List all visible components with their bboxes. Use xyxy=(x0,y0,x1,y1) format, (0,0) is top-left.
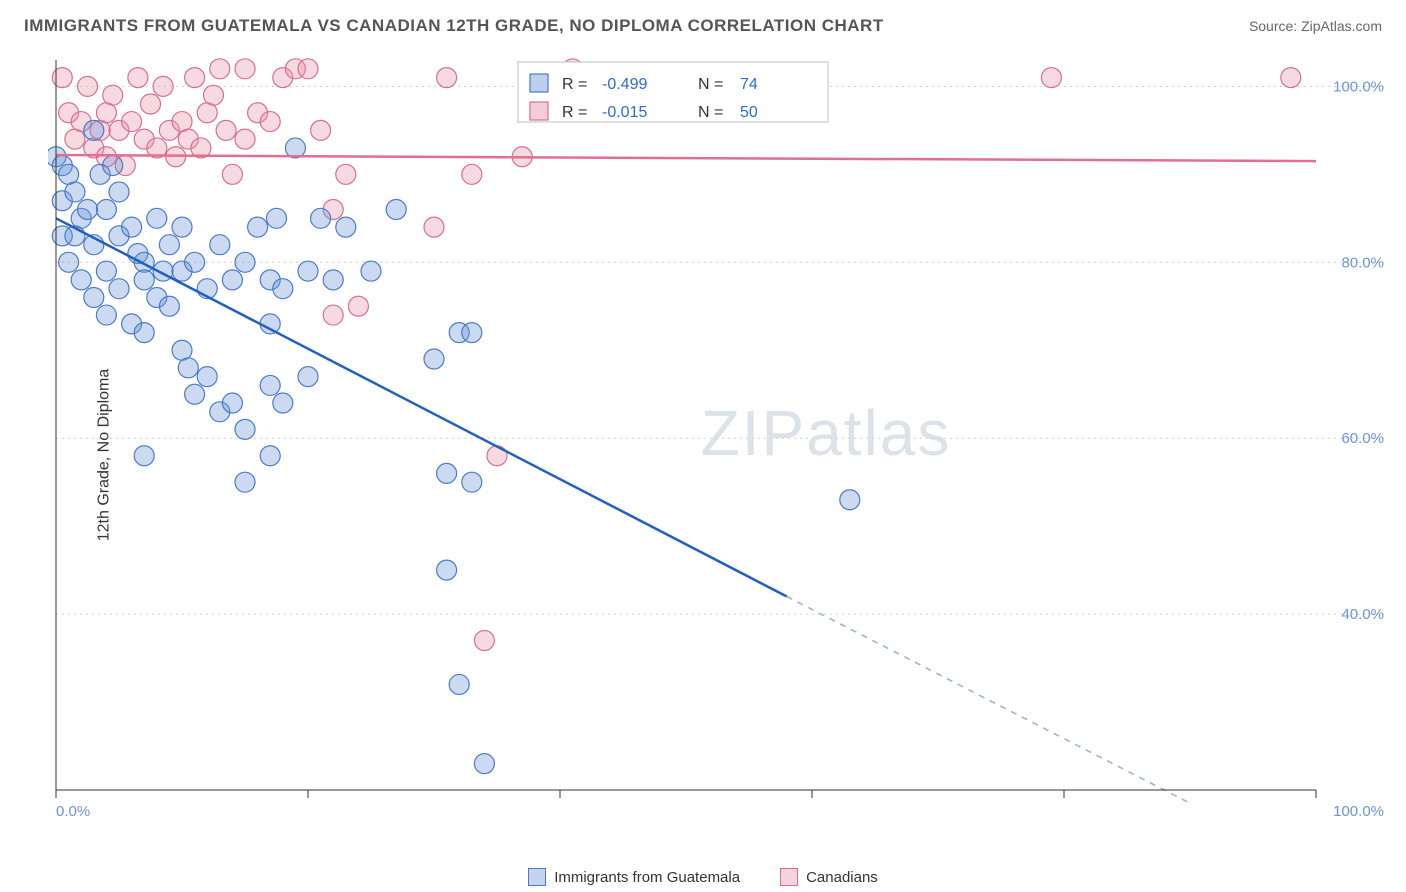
svg-text:40.0%: 40.0% xyxy=(1341,606,1384,623)
legend-swatch-pink xyxy=(780,868,798,886)
svg-text:80.0%: 80.0% xyxy=(1341,254,1384,271)
bottom-legend: Immigrants from Guatemala Canadians xyxy=(0,868,1406,886)
svg-text:N =: N = xyxy=(698,76,723,93)
legend-item-canadians: Canadians xyxy=(780,868,878,886)
svg-text:N =: N = xyxy=(698,104,723,121)
legend-item-guatemala: Immigrants from Guatemala xyxy=(528,868,740,886)
svg-text:100.0%: 100.0% xyxy=(1333,803,1384,820)
scatter-plot: ZIPatlas 40.0% 60.0% 80.0% 100.0% 0.0% 100.0%… xyxy=(48,50,1388,830)
legend-swatch-blue xyxy=(528,868,546,886)
svg-text:0.0%: 0.0% xyxy=(56,803,90,820)
svg-text:50: 50 xyxy=(740,104,758,121)
svg-text:R =: R = xyxy=(562,104,587,121)
svg-text:R =: R = xyxy=(562,76,587,93)
svg-text:-0.499: -0.499 xyxy=(602,76,647,93)
svg-text:-0.015: -0.015 xyxy=(602,104,647,121)
legend-label: Canadians xyxy=(806,869,878,886)
svg-text:74: 74 xyxy=(740,76,758,93)
chart-title: IMMIGRANTS FROM GUATEMALA VS CANADIAN 12… xyxy=(24,16,884,36)
svg-text:60.0%: 60.0% xyxy=(1341,430,1384,447)
legend-label: Immigrants from Guatemala xyxy=(554,869,740,886)
svg-text:ZIPatlas: ZIPatlas xyxy=(701,397,952,469)
svg-text:100.0%: 100.0% xyxy=(1333,78,1384,95)
source-credit: Source: ZipAtlas.com xyxy=(1249,18,1382,34)
